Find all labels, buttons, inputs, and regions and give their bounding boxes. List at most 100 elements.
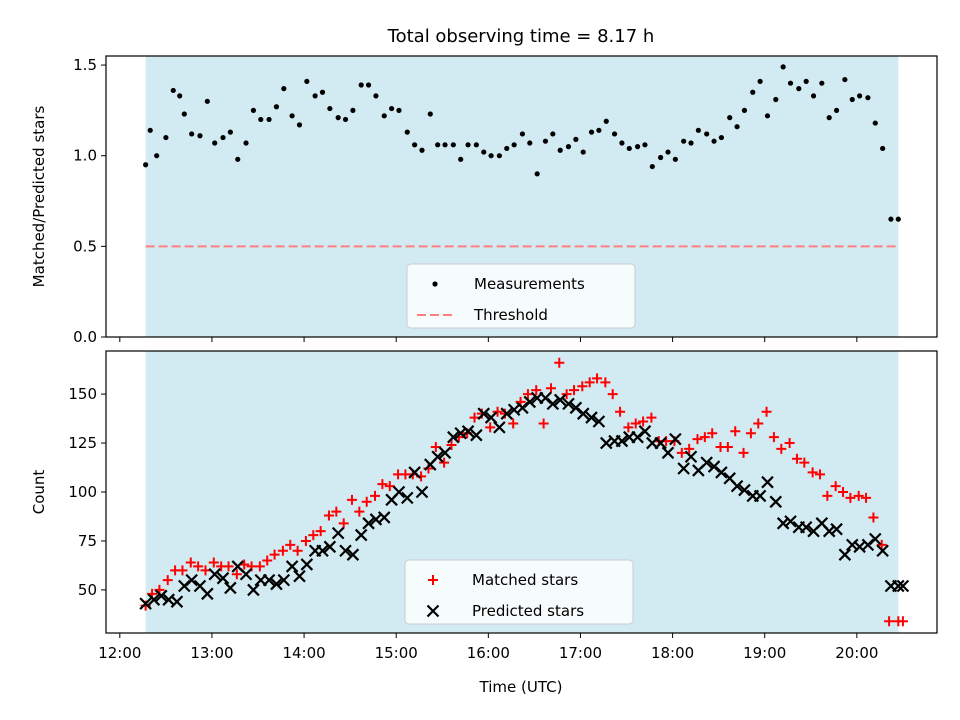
data-point: [370, 490, 381, 501]
data-point: [803, 78, 809, 84]
data-point: [197, 133, 203, 139]
data-point: [427, 111, 433, 117]
data-point: [876, 544, 889, 558]
data-point: [392, 485, 406, 499]
data-point: [361, 496, 372, 507]
data-point: [715, 466, 728, 479]
data-point: [822, 490, 833, 501]
data-point: [181, 111, 187, 117]
data-point: [857, 93, 863, 99]
data-point: [208, 557, 219, 568]
data-point: [432, 281, 438, 287]
data-point: [365, 82, 372, 88]
data-point: [504, 145, 510, 152]
data-point: [170, 595, 184, 608]
data-point: [304, 78, 310, 84]
y-tick-label: 1.0: [73, 147, 97, 165]
data-point: [861, 492, 872, 503]
data-point: [658, 154, 664, 161]
data-point: [734, 124, 740, 130]
data-point: [454, 426, 467, 440]
data-point: [730, 479, 744, 493]
data-point: [473, 142, 479, 148]
legend-entry: Threshold: [473, 306, 548, 324]
data-point: [764, 113, 771, 119]
data-point: [350, 107, 356, 113]
data-point: [665, 149, 671, 155]
data-point: [853, 490, 864, 501]
data-point: [435, 142, 441, 148]
data-point: [684, 450, 698, 464]
data-point: [580, 149, 586, 155]
data-point: [753, 489, 767, 503]
data-point: [830, 522, 843, 536]
data-point: [200, 565, 211, 576]
data-point: [212, 140, 218, 146]
data-point: [185, 573, 198, 587]
data-point: [623, 422, 634, 433]
data-point: [615, 434, 629, 448]
data-point: [565, 144, 572, 150]
data-point: [661, 446, 675, 460]
data-point: [470, 428, 483, 442]
data-point: [262, 555, 273, 566]
data-point: [603, 118, 609, 124]
data-point: [247, 583, 260, 597]
data-point: [807, 467, 818, 478]
data-point: [642, 142, 648, 148]
data-point: [654, 436, 667, 450]
data-point: [522, 389, 533, 400]
data-point: [553, 393, 567, 407]
legend: Measurements Threshold: [406, 263, 636, 329]
data-point: [201, 587, 214, 601]
data-point: [761, 406, 772, 417]
data-point: [542, 138, 549, 144]
data-point: [561, 389, 572, 400]
data-point: [619, 140, 625, 146]
data-point: [784, 515, 797, 528]
y-tick-label: 75: [78, 532, 97, 550]
data-point: [208, 567, 221, 581]
data-point: [787, 80, 794, 86]
y-tick-label: 100: [68, 483, 97, 501]
data-point: [546, 397, 560, 411]
data-point: [377, 479, 388, 490]
x-axis-label: Time (UTC): [479, 678, 563, 696]
data-point: [189, 131, 195, 137]
data-point: [147, 127, 153, 133]
data-point: [573, 136, 579, 142]
data-point: [676, 447, 687, 458]
data-point: [354, 506, 365, 517]
data-point: [895, 216, 901, 222]
data-point: [243, 140, 249, 146]
data-point: [485, 422, 496, 433]
data-point: [699, 432, 710, 443]
data-point: [511, 142, 517, 148]
data-point: [323, 510, 334, 521]
data-point: [293, 569, 306, 583]
data-point: [600, 377, 611, 388]
data-point: [266, 116, 272, 123]
data-point: [799, 520, 813, 534]
data-point: [312, 93, 318, 99]
data-point: [339, 544, 352, 558]
data-point: [638, 416, 649, 427]
data-point: [185, 557, 196, 568]
data-point: [826, 115, 832, 121]
data-point: [738, 483, 751, 497]
y-tick-label: 50: [78, 581, 97, 599]
data-point: [269, 549, 280, 560]
y-tick-label: 0.5: [73, 237, 97, 255]
data-point: [738, 447, 749, 458]
data-point: [223, 561, 234, 572]
data-point: [231, 569, 242, 580]
data-point: [300, 535, 311, 546]
plot-frame: [105, 55, 938, 338]
y-axis-label: Count: [30, 470, 48, 515]
data-point: [154, 589, 168, 603]
data-point: [669, 432, 682, 446]
data-point: [588, 129, 595, 135]
data-point: [163, 134, 169, 141]
data-point: [607, 389, 618, 400]
